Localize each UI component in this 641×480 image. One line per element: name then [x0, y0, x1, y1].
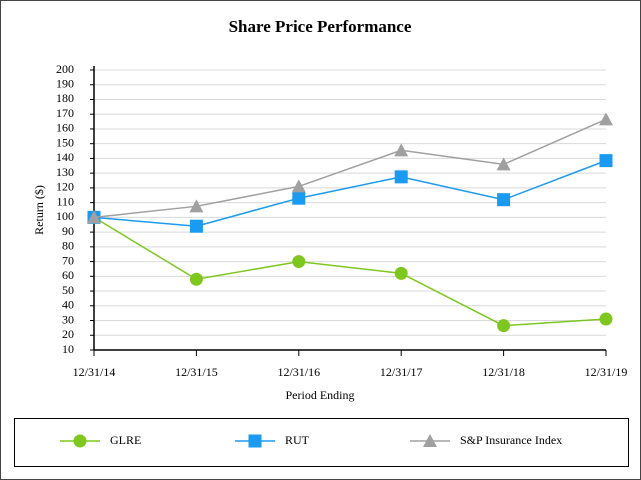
marker [189, 219, 203, 233]
y-tick-label: 200 [56, 62, 74, 76]
series-line [93, 159, 607, 227]
x-tick-label: 12/31/18 [482, 365, 525, 379]
y-tick-label: 90 [62, 224, 74, 238]
marker [189, 199, 204, 213]
x-tick-label: 12/31/19 [585, 365, 628, 379]
y-tick-label: 180 [56, 91, 74, 105]
legend-box [14, 418, 629, 467]
chart-title: Share Price Performance [229, 17, 412, 36]
y-tick-label: 70 [62, 253, 74, 267]
legend-marker [248, 434, 262, 448]
series-line [93, 216, 607, 327]
y-tick-label: 60 [62, 268, 74, 282]
y-tick-label: 20 [62, 327, 74, 341]
y-tick-label: 150 [56, 135, 74, 149]
y-tick-label: 40 [62, 298, 74, 312]
x-tick-label: 12/31/16 [277, 365, 320, 379]
y-tick-label: 30 [62, 312, 74, 326]
y-tick-label: 120 [56, 180, 74, 194]
marker [292, 191, 306, 205]
y-tick-label: 170 [56, 106, 74, 120]
marker [394, 170, 408, 184]
y-tick-label: 160 [56, 121, 74, 135]
marker [497, 193, 511, 207]
y-tick-label: 190 [56, 76, 74, 90]
marker [87, 210, 101, 224]
legend-marker [73, 434, 87, 448]
marker [394, 266, 408, 280]
marker [497, 319, 511, 333]
legend-label: RUT [285, 433, 310, 447]
x-tick-label: 12/31/14 [73, 365, 116, 379]
marker [599, 312, 613, 326]
marker [291, 179, 306, 193]
y-tick-label: 50 [62, 283, 74, 297]
y-tick-label: 10 [62, 342, 74, 356]
x-tick-label: 12/31/15 [175, 365, 218, 379]
x-axis-title: Period Ending [286, 388, 355, 402]
y-tick-label: 110 [56, 194, 74, 208]
legend-label: GLRE [110, 433, 141, 447]
marker [599, 112, 613, 126]
legend-label: S&P Insurance Index [460, 433, 562, 447]
marker [496, 157, 511, 171]
y-tick-label: 100 [56, 209, 74, 223]
y-axis-title: Return ($) [32, 185, 46, 235]
marker [189, 272, 203, 286]
y-tick-label: 140 [56, 150, 74, 164]
legend-marker [423, 434, 437, 447]
series-line [93, 118, 607, 219]
y-tick-label: 130 [56, 165, 74, 179]
x-tick-label: 12/31/17 [380, 365, 423, 379]
marker [292, 255, 306, 269]
marker [394, 143, 409, 157]
y-tick-label: 80 [62, 239, 74, 253]
marker [599, 154, 613, 168]
